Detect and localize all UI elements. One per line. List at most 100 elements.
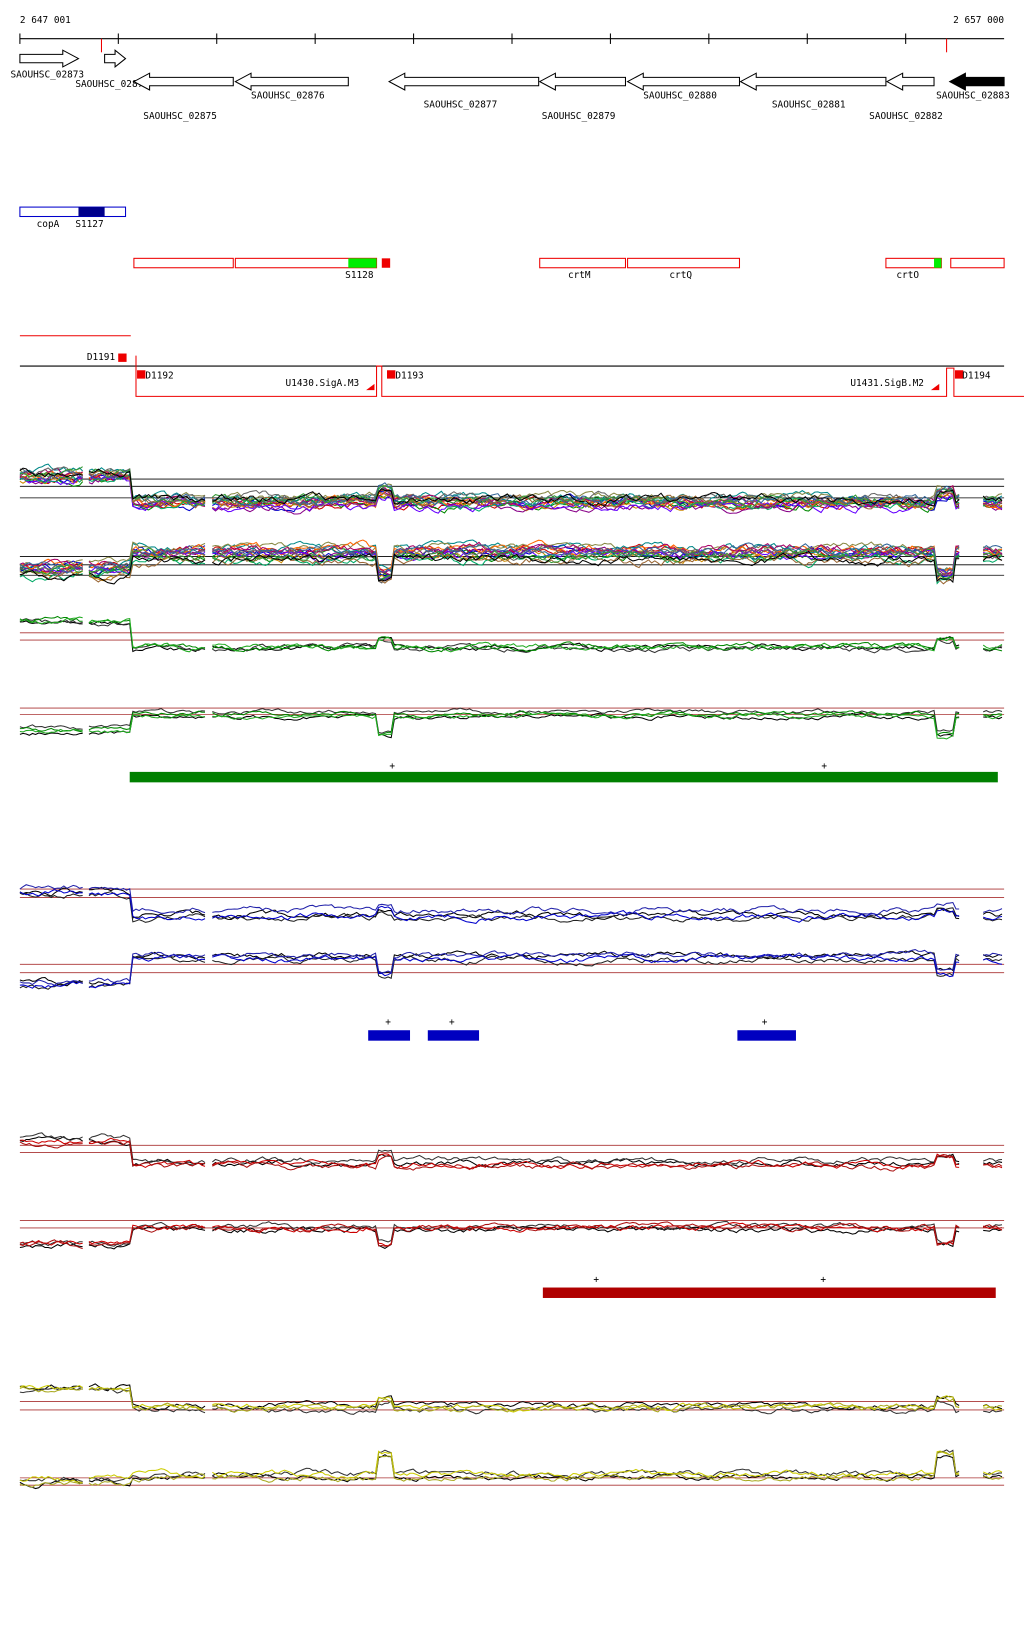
- track-line: [983, 1475, 1003, 1480]
- gene-label: SAOUHSC_02880: [643, 90, 717, 101]
- track-line: [982, 497, 1003, 501]
- track-line: [982, 544, 1003, 549]
- track-line: [88, 543, 206, 570]
- track-line: [212, 712, 960, 739]
- track-line: [212, 636, 960, 653]
- transcript-marker: [954, 370, 964, 379]
- track-line: [19, 569, 83, 582]
- promoter-label: U1431.SigB.M2: [850, 378, 924, 389]
- track-line: [982, 709, 1003, 713]
- track-line: [983, 502, 1003, 508]
- track-line: [88, 1387, 206, 1411]
- track-line: [212, 955, 960, 979]
- s1127-box: [78, 207, 105, 217]
- track-line: [19, 616, 83, 625]
- track-line: [212, 487, 960, 508]
- gene-label: SAOUHSC_02873: [10, 69, 84, 80]
- track-line: [88, 708, 206, 728]
- track-line: [983, 1163, 1003, 1169]
- gene-arrow: [626, 72, 741, 91]
- track-line: [88, 621, 206, 651]
- transcript-marker: [118, 353, 127, 362]
- track-line: [983, 647, 1003, 652]
- promoter-line: [135, 355, 1024, 397]
- transcript-label: D1193: [395, 371, 423, 382]
- feature-box: [885, 257, 942, 269]
- track-line: [19, 889, 83, 897]
- track-line: [19, 1480, 83, 1488]
- track-line: [211, 552, 960, 585]
- gene-label: SAOUHSC_02881: [772, 100, 846, 111]
- track-line: [88, 617, 206, 653]
- track-line: [88, 1473, 206, 1487]
- track-line: [982, 644, 1003, 650]
- track-line: [19, 981, 83, 989]
- promoter-flag: [930, 383, 940, 391]
- track-line: [19, 1132, 83, 1142]
- transcript-label: D1192: [145, 371, 173, 382]
- track-line: [19, 618, 83, 624]
- track-line: [88, 886, 206, 919]
- promoter-label: U1430.SigA.M3: [286, 378, 360, 389]
- segment-sign: +: [762, 1017, 768, 1028]
- gene-arrow: [104, 49, 127, 69]
- track-line: [212, 542, 960, 574]
- track-line: [88, 1225, 206, 1246]
- track-line: [983, 1228, 1003, 1232]
- segment-sign: +: [385, 1017, 391, 1028]
- gene-arrow: [387, 72, 540, 91]
- track-line: [88, 554, 206, 585]
- gene-label: SAOUHSC_02879: [542, 111, 616, 122]
- segment-sign: +: [820, 1274, 826, 1285]
- gene-label: SAOUHSC_02877: [424, 100, 498, 111]
- track-line: [212, 482, 960, 509]
- gene-label: SAOUHSC_02874: [75, 79, 149, 90]
- track-line: [212, 495, 960, 514]
- track-line: [982, 1472, 1003, 1476]
- transcript-label: D1191: [87, 352, 116, 363]
- track-line: [88, 467, 206, 503]
- track-line: [982, 547, 1003, 555]
- track-line: [983, 1409, 1003, 1414]
- transcript-marker: [387, 370, 396, 379]
- gene-arrow: [948, 72, 1005, 91]
- gene-label: SAOUHSC_02882: [869, 111, 943, 122]
- track-line: [19, 476, 84, 484]
- annotation-label: copA: [37, 219, 60, 230]
- segment-sign: +: [821, 761, 827, 772]
- track-line: [982, 503, 1003, 510]
- ruler-start: 2 647 001: [20, 15, 71, 26]
- track-line: [19, 724, 83, 730]
- green-segment: [129, 771, 998, 783]
- track-line: [19, 564, 83, 575]
- track-line: [19, 1384, 83, 1391]
- track-line: [212, 710, 960, 736]
- gene-label: SAOUHSC_02876: [251, 90, 325, 101]
- gene-arrow: [739, 72, 887, 91]
- track-line: [88, 1133, 206, 1166]
- feature-red: [381, 258, 391, 268]
- track-line: [19, 558, 83, 570]
- track-line: [212, 952, 960, 978]
- track-line: [88, 714, 206, 734]
- gene-arrow: [885, 72, 935, 91]
- track-line: [212, 1149, 960, 1166]
- track-line: [88, 1468, 206, 1479]
- track-line: [212, 1450, 960, 1480]
- segment-sign: +: [593, 1274, 599, 1285]
- track-line: [212, 907, 960, 920]
- feature-green: [348, 258, 377, 268]
- track-line: [212, 901, 960, 917]
- track-line: [212, 1396, 960, 1413]
- track-line: [982, 714, 1003, 720]
- blue-segment: [368, 1030, 411, 1041]
- track-line: [982, 1225, 1003, 1231]
- track-line: [982, 1470, 1003, 1476]
- track-line: [19, 1135, 83, 1142]
- track-line: [19, 467, 83, 478]
- track-line: [982, 1404, 1003, 1411]
- track-line: [88, 471, 206, 508]
- track-line: [19, 1239, 83, 1250]
- track-line: [88, 548, 206, 571]
- track-line: [88, 953, 206, 989]
